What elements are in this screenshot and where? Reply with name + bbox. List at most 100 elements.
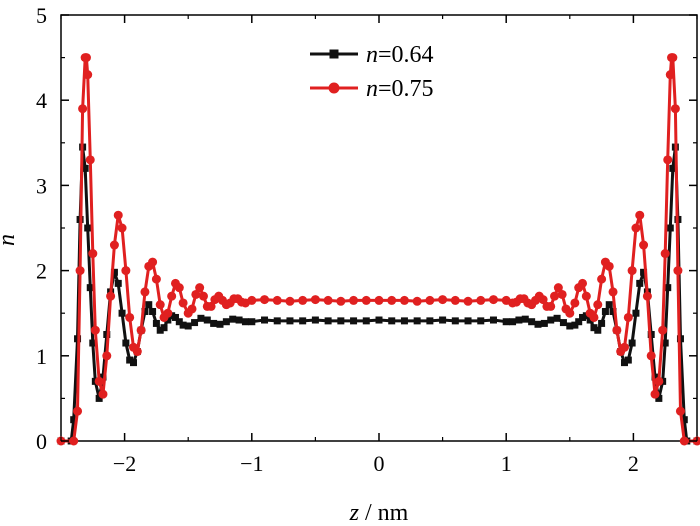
data-point: [145, 301, 153, 309]
data-point: [184, 322, 192, 330]
data-point: [387, 295, 397, 305]
data-point: [187, 304, 197, 314]
data-point: [164, 316, 172, 324]
data-point: [666, 224, 674, 232]
data-point: [426, 317, 434, 325]
data-point: [660, 249, 670, 259]
data-point: [608, 287, 618, 297]
data-point: [102, 351, 112, 361]
data-point: [547, 316, 555, 324]
data-point: [121, 266, 131, 276]
data-point: [337, 317, 345, 325]
series-line: [61, 145, 697, 443]
x-tick-label: 1: [501, 451, 512, 476]
x-tick-label: 2: [628, 451, 639, 476]
data-point: [336, 296, 346, 306]
data-point: [612, 325, 622, 335]
data-point: [620, 359, 628, 367]
data-point: [362, 317, 370, 325]
data-point: [553, 283, 563, 293]
data-point: [509, 318, 517, 326]
data-point: [675, 406, 685, 416]
data-point: [163, 308, 173, 318]
data-point: [400, 317, 408, 325]
data-point: [216, 320, 224, 328]
data-point: [191, 289, 201, 299]
data-point: [75, 266, 85, 276]
data-point: [95, 394, 103, 402]
series-1: [57, 143, 700, 445]
data-point: [609, 307, 617, 315]
data-point: [141, 307, 149, 315]
data-point: [654, 376, 664, 386]
data-point: [140, 287, 150, 297]
data-point: [168, 312, 176, 320]
legend-var-series-1: n: [366, 42, 378, 68]
data-point: [521, 315, 529, 323]
data-point: [575, 318, 583, 326]
data-point: [632, 309, 640, 317]
data-point: [148, 257, 158, 267]
data-point: [299, 317, 307, 325]
data-point: [198, 291, 208, 301]
data-point: [594, 326, 602, 334]
data-point: [109, 240, 119, 250]
series-line: [61, 56, 697, 443]
data-point: [566, 322, 574, 330]
data-point: [640, 268, 648, 276]
data-point: [191, 319, 199, 327]
data-point: [450, 295, 460, 305]
data-point: [110, 268, 118, 276]
data-point: [658, 325, 668, 335]
data-point: [122, 339, 130, 347]
data-point: [81, 164, 89, 172]
data-point: [235, 316, 243, 324]
data-point: [85, 155, 95, 165]
y-tick-label: 3: [36, 173, 47, 198]
data-point: [160, 324, 168, 332]
data-point: [248, 318, 256, 326]
data-point: [669, 164, 677, 172]
data-point: [310, 295, 320, 305]
data-point: [438, 295, 448, 305]
data-point: [502, 318, 510, 326]
data-point: [126, 356, 134, 364]
data-point: [650, 389, 660, 399]
data-point: [73, 406, 83, 416]
data-point: [598, 319, 606, 327]
data-point: [375, 316, 383, 324]
data-point: [635, 210, 645, 220]
data-point: [464, 317, 472, 325]
data-point: [149, 307, 157, 315]
data-point: [540, 319, 548, 327]
data-point: [171, 313, 179, 321]
data-point: [413, 317, 421, 325]
data-point: [488, 295, 498, 305]
data-point: [565, 308, 575, 318]
data-point: [546, 301, 556, 311]
data-point: [680, 416, 688, 424]
data-point: [534, 320, 542, 328]
data-point: [624, 356, 632, 364]
data-point: [272, 295, 282, 305]
data-point: [590, 324, 598, 332]
data-point: [324, 317, 332, 325]
data-point: [69, 436, 79, 446]
data-point: [179, 321, 187, 329]
data-point: [130, 359, 138, 367]
data-point: [412, 296, 422, 306]
data-point: [515, 316, 523, 324]
data-point: [247, 295, 257, 305]
legend-marker-series-2: [328, 82, 340, 94]
data-point: [619, 342, 629, 352]
y-axis-label: n: [0, 234, 20, 246]
data-point: [89, 339, 97, 347]
data-point: [241, 318, 249, 326]
x-axis-label: z / nm: [349, 500, 409, 526]
data-point: [628, 339, 636, 347]
data-point: [655, 394, 663, 402]
data-point: [463, 296, 473, 306]
data-point: [99, 373, 107, 381]
legend-var-series-2: n: [366, 76, 378, 102]
data-point: [210, 319, 218, 327]
